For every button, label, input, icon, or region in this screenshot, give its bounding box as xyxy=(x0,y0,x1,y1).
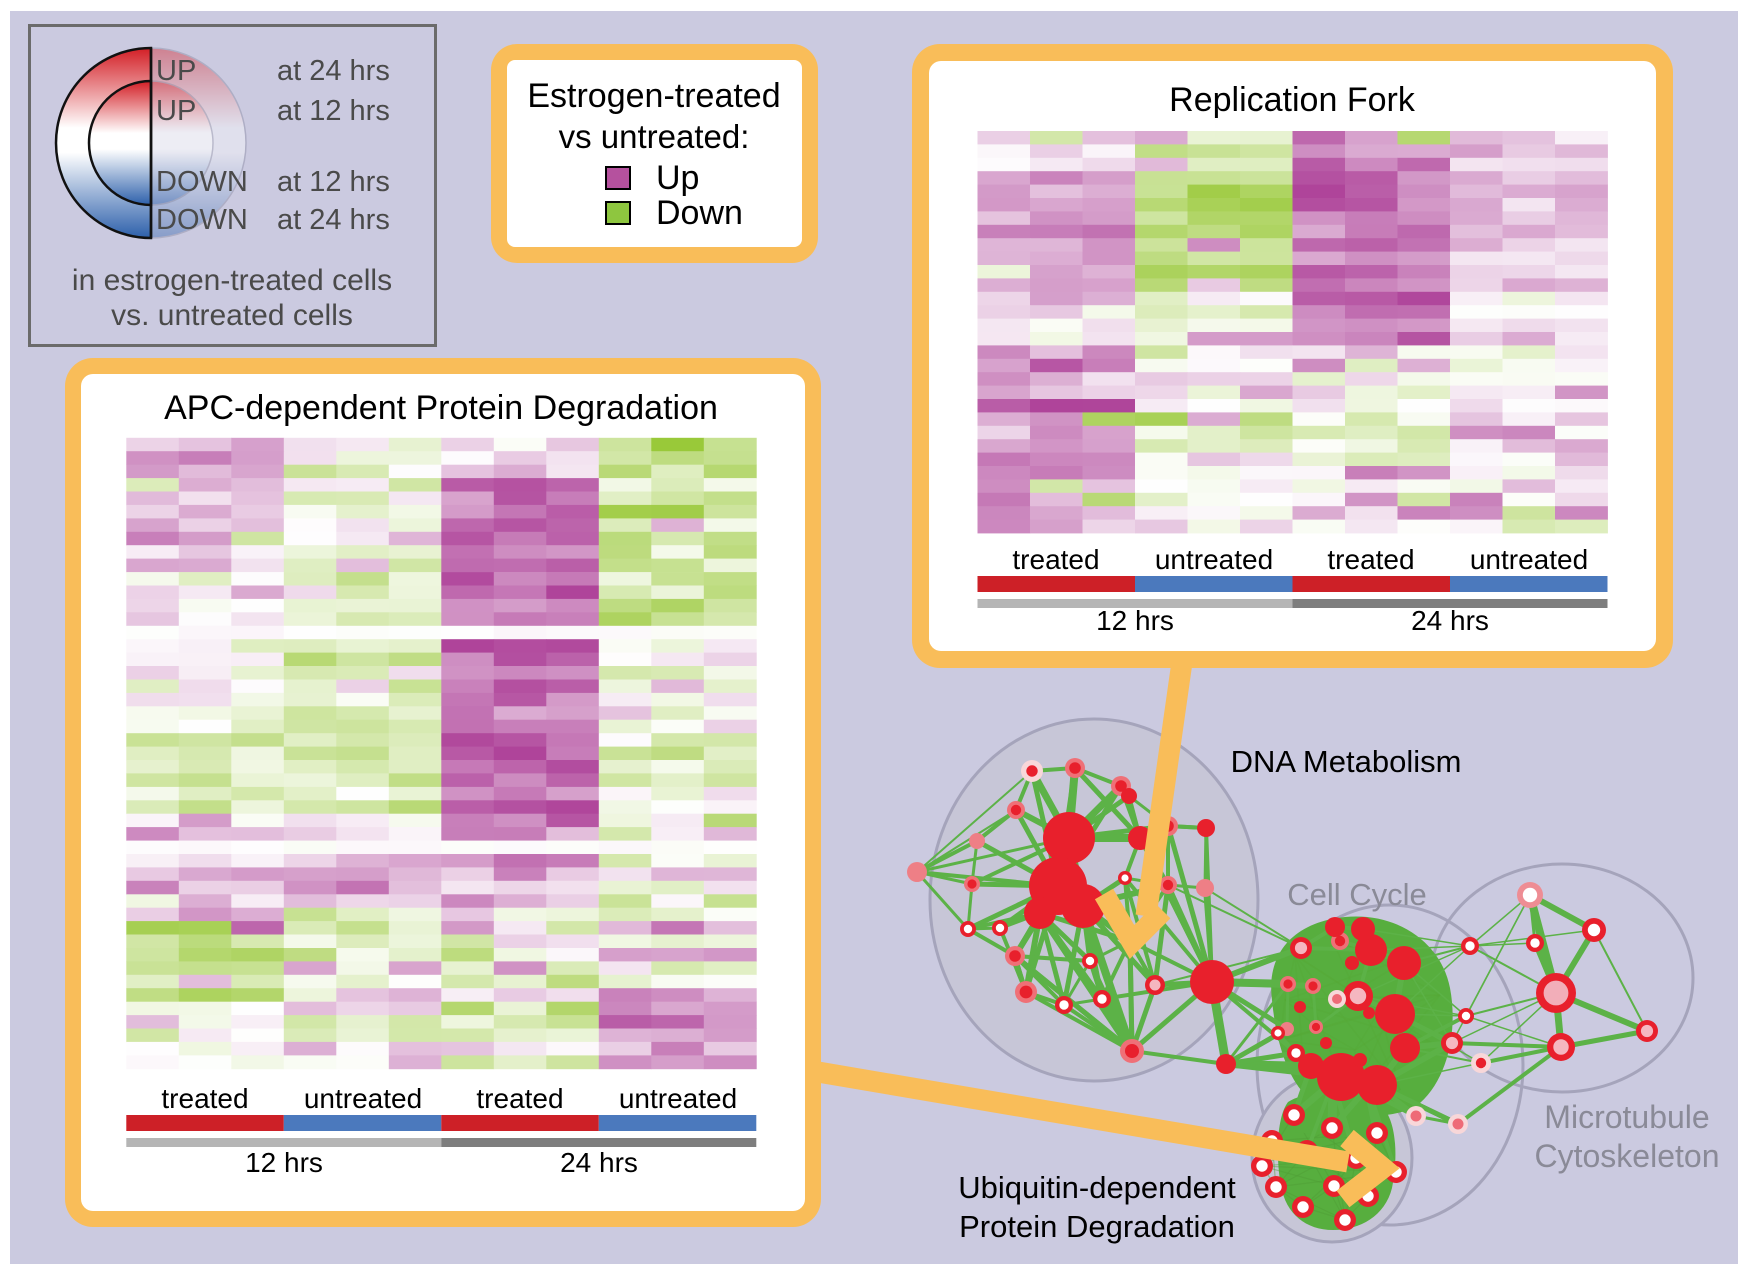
svg-text:UP: UP xyxy=(156,95,196,127)
svg-text:12 hrs: 12 hrs xyxy=(245,1147,323,1178)
svg-text:24 hrs: 24 hrs xyxy=(560,1147,638,1178)
svg-text:24 hrs: 24 hrs xyxy=(1411,605,1489,636)
svg-text:12 hrs: 12 hrs xyxy=(1096,605,1174,636)
svg-text:untreated: untreated xyxy=(1470,544,1588,575)
svg-text:Up: Up xyxy=(656,159,699,197)
svg-text:at 12 hrs: at 12 hrs xyxy=(277,166,390,198)
svg-text:untreated: untreated xyxy=(304,1083,422,1114)
svg-text:treated: treated xyxy=(161,1083,248,1114)
svg-text:untreated: untreated xyxy=(1155,544,1273,575)
svg-text:treated: treated xyxy=(1012,544,1099,575)
svg-text:at 24 hrs: at 24 hrs xyxy=(277,55,390,87)
svg-text:Ubiquitin-dependent: Ubiquitin-dependent xyxy=(958,1170,1236,1205)
svg-text:DOWN: DOWN xyxy=(156,204,248,236)
svg-text:vs. untreated cells: vs. untreated cells xyxy=(111,299,353,332)
svg-text:treated: treated xyxy=(1327,544,1414,575)
svg-text:Microtubule: Microtubule xyxy=(1544,1099,1709,1135)
svg-text:Down: Down xyxy=(656,194,743,232)
svg-text:APC-dependent Protein Degradat: APC-dependent Protein Degradation xyxy=(164,389,718,427)
svg-text:at 12 hrs: at 12 hrs xyxy=(277,95,390,127)
svg-text:vs untreated:: vs untreated: xyxy=(559,118,750,155)
svg-text:Cell Cycle: Cell Cycle xyxy=(1287,877,1427,912)
svg-text:treated: treated xyxy=(476,1083,563,1114)
svg-text:Cytoskeleton: Cytoskeleton xyxy=(1535,1138,1720,1174)
svg-text:Replication Fork: Replication Fork xyxy=(1169,81,1416,119)
svg-text:DNA Metabolism: DNA Metabolism xyxy=(1231,744,1462,779)
svg-text:DOWN: DOWN xyxy=(156,166,248,198)
svg-text:Protein Degradation: Protein Degradation xyxy=(959,1209,1235,1244)
svg-text:untreated: untreated xyxy=(619,1083,737,1114)
svg-text:Estrogen-treated: Estrogen-treated xyxy=(527,77,780,115)
svg-text:in estrogen-treated cells: in estrogen-treated cells xyxy=(72,264,392,297)
svg-text:UP: UP xyxy=(156,55,196,87)
svg-text:at 24 hrs: at 24 hrs xyxy=(277,204,390,236)
